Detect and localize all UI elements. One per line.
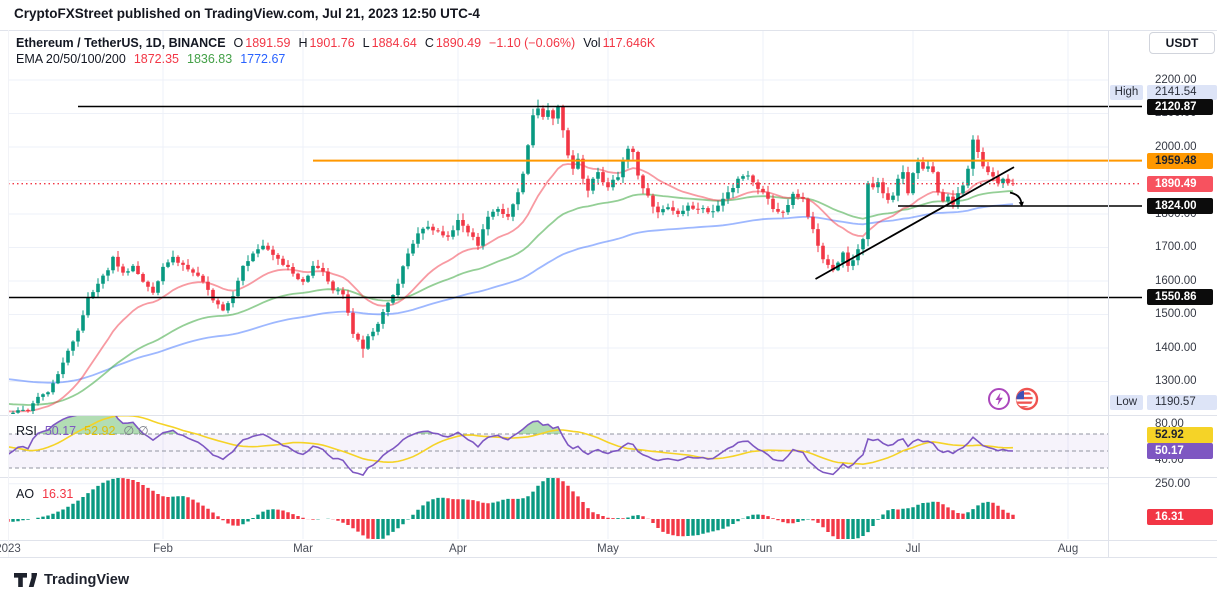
rsi-tick-80: 80.00 [1155, 417, 1184, 430]
price-rsi-separator[interactable] [0, 415, 1217, 416]
time-axis-Apr: Apr [449, 543, 467, 555]
watermark-attribution: CryptoFXStreet published on TradingView.… [14, 6, 480, 21]
level-badge-2120.87: 2120.87 [1147, 98, 1213, 115]
time-axis-Jun: Jun [753, 543, 773, 555]
time-axis-Feb: Feb [153, 543, 173, 555]
rsi-hidden-plots-icon: ∅ ∅ [123, 424, 149, 438]
chart-top-border [0, 30, 1217, 31]
level-badge-1959.48: 1959.48 [1147, 152, 1213, 169]
rsi-value: 50.17 [44, 423, 77, 438]
price-tick-1500: 1500.00 [1155, 308, 1197, 320]
rsi-label: RSI [16, 423, 37, 438]
symbol-legend-row: Ethereum / TetherUS, 1D, BINANCE O 1891.5… [16, 36, 655, 50]
currency-button[interactable]: USDT [1149, 32, 1215, 54]
level-badge-1824.00: 1824.00 [1147, 197, 1213, 214]
time-axis-Jul: Jul [905, 543, 921, 555]
timeaxis-bottom-border [0, 557, 1217, 558]
rsi-legend-row: RSI 50.17 52.92 ∅ ∅ [16, 423, 149, 439]
flash-icon [988, 388, 1010, 410]
symbol-title: Ethereum / TetherUS, 1D, BINANCE [16, 36, 226, 50]
level-badge-1550.86: 1550.86 [1147, 289, 1213, 306]
ema20-value: 1872.35 [133, 52, 179, 66]
ema100-value: 1772.67 [240, 52, 286, 66]
us-flag-icon [1015, 387, 1039, 411]
tradingview-logo-text: TradingView [44, 572, 130, 588]
chart-stamp-icons [988, 387, 1039, 411]
rsi-axis-badge: 50.17 [1147, 443, 1213, 459]
chart-left-border [8, 30, 9, 557]
price-tick-1700: 1700.00 [1155, 241, 1197, 253]
ema-legend-row: EMA 20/50/100/200 1872.35 1836.83 1772.6… [16, 52, 285, 66]
time-axis-May: May [597, 543, 619, 555]
price-tick-1600: 1600.00 [1155, 274, 1197, 287]
high-marker-value: 2141.54 [1147, 85, 1217, 100]
ao-legend-row: AO 16.31 [16, 487, 73, 501]
low-value: L 1884.64 [362, 36, 417, 50]
low-marker-value: 1190.57 [1147, 395, 1217, 410]
price-tick-1300: 1300.00 [1155, 375, 1197, 387]
ema-label: EMA 20/50/100/200 [16, 52, 126, 66]
rsi-ma-axis-badge: 52.92 [1147, 427, 1213, 443]
high-marker-label: High [1110, 85, 1143, 100]
ao-value: 16.31 [42, 487, 74, 501]
price-tick-2200: 2200.00 [1155, 73, 1197, 86]
time-axis-Aug: Aug [1057, 543, 1079, 555]
change-value: −1.10 (−0.06%) [489, 36, 576, 50]
time-axis-Mar: Mar [293, 543, 313, 555]
price-tick-2000: 2000.00 [1155, 140, 1197, 153]
level-badge-1890.49: 1890.49 [1147, 175, 1213, 192]
open-value: O 1891.59 [233, 36, 291, 50]
tradingview-mark-icon [14, 572, 37, 587]
high-value: H 1901.76 [298, 36, 355, 50]
ao-label: AO [16, 487, 35, 501]
price-tick-1400: 1400.00 [1155, 341, 1197, 354]
low-marker-label: Low [1110, 395, 1143, 410]
rsi-ao-separator[interactable] [0, 477, 1217, 478]
close-value: C 1890.49 [424, 36, 482, 50]
time-axis-2023: 2023 [0, 543, 21, 555]
volume-value: Vol 117.646K [583, 36, 656, 50]
ao-tick-250: 250.00 [1155, 477, 1191, 490]
price-scale-separator[interactable] [1108, 30, 1109, 557]
ema50-value: 1836.83 [187, 52, 233, 66]
tradingview-logo[interactable]: TradingView [14, 572, 129, 588]
ao-timeaxis-separator [0, 540, 1217, 541]
rsi-ma-value: 52.92 [84, 423, 116, 438]
ao-axis-badge: 16.31 [1147, 509, 1213, 525]
